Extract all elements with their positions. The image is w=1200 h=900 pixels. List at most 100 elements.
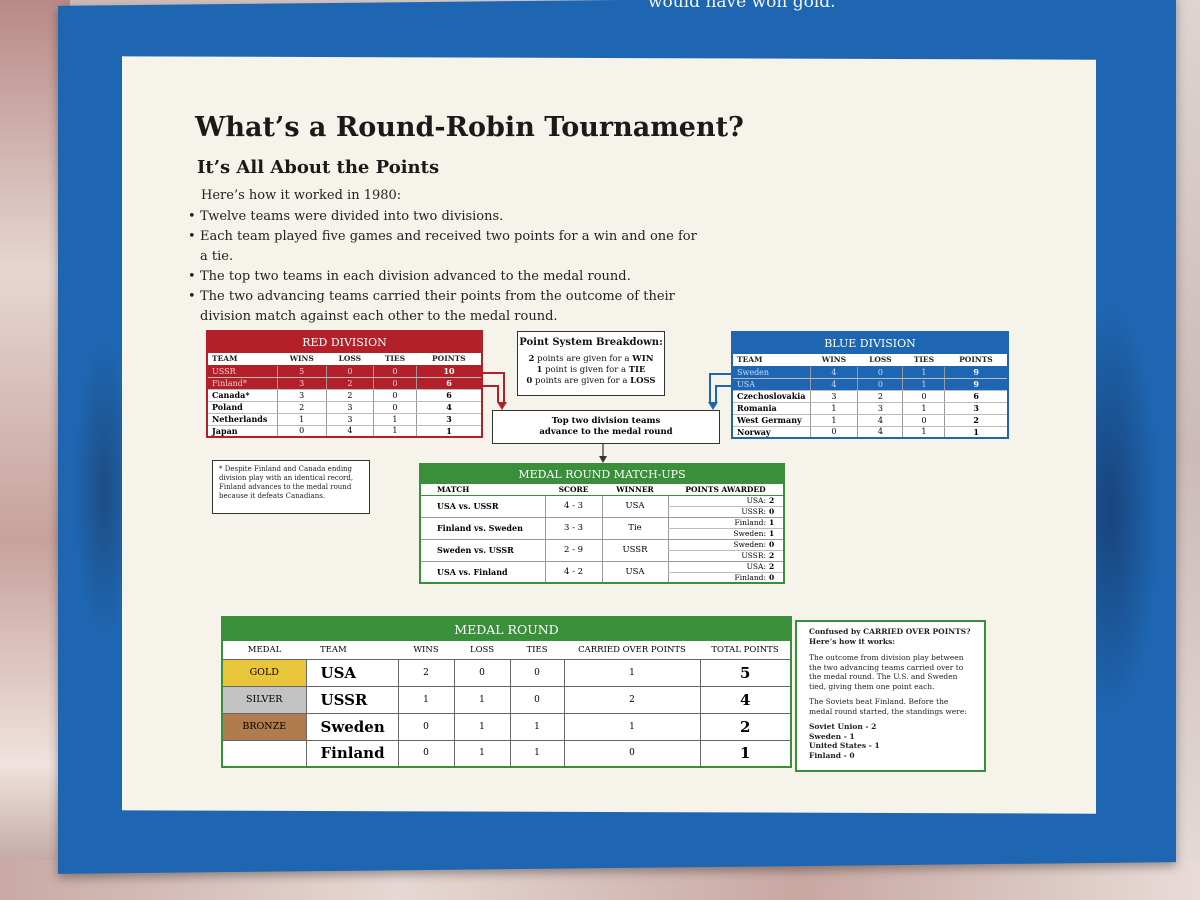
team-name: Sweden xyxy=(732,366,810,379)
team-name: Canada* xyxy=(207,389,277,402)
ties: 0 xyxy=(902,414,945,427)
table-row: Sweden: 1 xyxy=(420,528,784,540)
rule-item: The two advancing teams carried their po… xyxy=(188,287,708,327)
wins: 5 xyxy=(276,365,327,378)
team-name: USSR xyxy=(207,365,277,378)
ties: 1 xyxy=(902,378,945,391)
points: 3 xyxy=(416,413,482,426)
explainer-paragraph: The outcome from division play between t… xyxy=(809,653,964,691)
ties: 1 xyxy=(509,713,564,741)
table-row: USSR: 2 xyxy=(420,550,784,562)
rule-item: Each team played five games and received… xyxy=(188,227,708,267)
ties: 1 xyxy=(509,740,564,768)
points-awarded: Finland: 1 xyxy=(667,517,784,529)
loss: 1 xyxy=(453,713,510,741)
advance-note-box: Top two division teams advance to the me… xyxy=(492,410,720,444)
col-ties: TIES xyxy=(510,641,564,660)
ties: 1 xyxy=(902,402,945,415)
loss: 0 xyxy=(857,366,903,379)
medal-gold: GOLD xyxy=(222,659,306,687)
points-awarded: USA: 2 xyxy=(667,561,784,573)
total-points: 5 xyxy=(699,659,791,687)
table-row: Romania 1 3 1 3 xyxy=(732,402,1008,415)
points: 6 xyxy=(416,389,482,402)
match-score: 4 - 3 xyxy=(544,495,602,518)
wins: 2 xyxy=(276,401,327,414)
medal-round-table: MEDAL ROUND MEDAL TEAM WINS LOSS TIES CA… xyxy=(221,616,792,768)
rule-item: The top two teams in each division advan… xyxy=(188,267,708,287)
standing-item: United States - 1 xyxy=(809,741,880,750)
advance-line: advance to the medal round xyxy=(539,427,673,437)
col-wins: WINS xyxy=(810,354,858,367)
rules-list: Twelve teams were divided into two divis… xyxy=(188,207,708,327)
table-row: Sweden vs. USSR 2 - 9 USSR Sweden: 0 xyxy=(420,539,784,562)
medal-silver: SILVER xyxy=(222,686,306,714)
team-name: USA xyxy=(305,659,398,687)
matchups-title: MEDAL ROUND MATCH-UPS xyxy=(420,464,784,484)
ties: 0 xyxy=(509,659,564,687)
col-loss: LOSS xyxy=(454,641,510,660)
points: 2 xyxy=(944,414,1008,427)
loss: 0 xyxy=(857,378,903,391)
col-points-awarded: POINTS AWARDED xyxy=(668,484,784,496)
team-name: Japan xyxy=(207,425,277,438)
loss: 2 xyxy=(325,377,374,390)
medal-round-matchups-table: MEDAL ROUND MATCH-UPS MATCH SCORE WINNER… xyxy=(419,463,785,584)
intro-text: Here’s how it worked in 1980: xyxy=(201,188,402,203)
point-line: 2 points are given for a WIN xyxy=(528,354,654,364)
ties: 0 xyxy=(372,401,417,414)
loss: 0 xyxy=(453,659,510,687)
wins: 4 xyxy=(809,366,858,379)
points-awarded: USSR: 2 xyxy=(667,550,784,562)
col-wins: WINS xyxy=(277,353,327,366)
team-name: Poland xyxy=(207,401,277,414)
col-ties: TIES xyxy=(373,353,417,366)
wins: 1 xyxy=(397,686,454,714)
table-row: USA vs. USSR 4 - 3 USA USA: 2 xyxy=(420,495,784,518)
rule-item: Twelve teams were divided into two divis… xyxy=(188,207,708,227)
loss: 3 xyxy=(325,401,374,414)
match-winner: USA xyxy=(601,495,668,518)
red-division-title: RED DIVISION xyxy=(207,331,482,353)
wins: 1 xyxy=(809,414,858,427)
advance-line: Top two division teams xyxy=(551,416,661,426)
team-name: Netherlands xyxy=(207,413,277,426)
points-awarded: Finland: 0 xyxy=(667,572,784,583)
table-row: Norway 0 4 1 1 xyxy=(732,426,1008,439)
table-row: Sweden 4 0 1 9 xyxy=(732,366,1008,379)
match-score: 4 - 2 xyxy=(544,561,602,583)
standing-item: Finland - 0 xyxy=(809,750,855,760)
col-carried-over: CARRIED OVER POINTS xyxy=(564,641,700,660)
wins: 0 xyxy=(397,713,454,741)
medal-none xyxy=(222,740,306,768)
loss: 3 xyxy=(857,402,903,415)
match-name: USA vs. USSR xyxy=(420,495,545,518)
points: 1 xyxy=(944,426,1008,439)
blue-division-table: BLUE DIVISION TEAM WINS LOSS TIES POINTS… xyxy=(731,331,1009,439)
total-points: 2 xyxy=(699,713,791,741)
points: 9 xyxy=(944,366,1008,379)
ties: 0 xyxy=(372,389,417,402)
col-team: TEAM xyxy=(732,354,810,367)
loss: 0 xyxy=(325,365,374,378)
match-winner: Tie xyxy=(601,517,668,540)
table-row: GOLD USA 2 0 0 1 5 xyxy=(222,659,791,687)
wins: 1 xyxy=(809,402,858,415)
loss: 1 xyxy=(453,740,510,768)
loss: 4 xyxy=(325,425,374,438)
loss: 2 xyxy=(325,389,374,402)
ties: 1 xyxy=(902,366,945,379)
points-awarded: Sweden: 1 xyxy=(667,528,784,540)
wins: 1 xyxy=(276,413,327,426)
ties: 0 xyxy=(902,390,945,403)
explainer-heading: Confused by CARRIED OVER POINTS? Here’s … xyxy=(809,627,971,646)
table-row: USA 4 0 1 9 xyxy=(732,378,1008,391)
total-points: 1 xyxy=(699,740,791,768)
wins: 4 xyxy=(809,378,858,391)
table-row: West Germany 1 4 0 2 xyxy=(732,414,1008,427)
match-score: 2 - 9 xyxy=(544,539,602,562)
carried-over: 2 xyxy=(563,686,700,714)
ties: 0 xyxy=(509,686,564,714)
match-winner: USSR xyxy=(601,539,668,562)
point-system-box: Point System Breakdown: 2 points are giv… xyxy=(517,331,665,396)
